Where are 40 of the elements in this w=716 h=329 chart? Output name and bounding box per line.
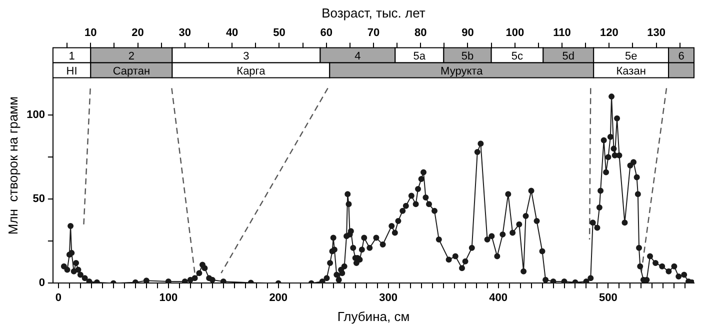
band-label: Сартан [112, 65, 150, 78]
band-label: 5b [461, 50, 474, 62]
x-tick-label: 0 [55, 292, 62, 304]
x2-tick-label: 50 [273, 27, 286, 40]
x-tick-label: 500 [599, 292, 618, 304]
band-label: Мурукта [440, 65, 484, 78]
x2-axis-title: Возраст, тыс. лет [322, 5, 426, 20]
x-axis-title: Глубина, см [337, 308, 410, 324]
x2-tick-label: 30 [178, 27, 192, 40]
y-axis-title: Млн створок на грамм [5, 96, 20, 235]
x2-tick-label: 100 [506, 27, 524, 40]
x2-tick-label: 130 [647, 27, 666, 40]
x2-tick-label: 110 [553, 27, 571, 40]
band-label: 5a [413, 50, 426, 62]
band-label: 5c [511, 50, 524, 62]
y-tick-label: 0 [38, 277, 45, 290]
x-tick-label: 400 [489, 292, 508, 304]
y-tick-label: 100 [26, 109, 45, 122]
band-label: 5e [624, 50, 638, 62]
band-label: Карга [236, 65, 266, 78]
x2-tick-label: 90 [462, 27, 474, 40]
x2-tick-label: 70 [367, 27, 380, 40]
x-tick-label: 100 [159, 292, 178, 304]
x2-tick-label: 20 [132, 27, 144, 40]
y-tick-label: 50 [32, 193, 45, 206]
x-tick-label: 300 [379, 292, 398, 304]
x2-tick-label: 80 [414, 27, 427, 40]
x2-tick-label: 10 [84, 27, 97, 40]
band-label: 1 [68, 50, 75, 62]
band-label: HI [66, 65, 78, 78]
band-label: 2 [128, 50, 134, 62]
x2-tick-label: 120 [600, 27, 618, 40]
x-tick-label: 200 [269, 292, 288, 304]
band-label: Казан [616, 65, 646, 78]
band-label: 6 [678, 50, 684, 62]
band-label: 5d [562, 50, 575, 62]
band-label: 3 [243, 50, 250, 62]
x2-tick-label: 60 [320, 27, 332, 40]
band-label: 4 [354, 50, 361, 62]
x2-tick-label: 40 [226, 27, 238, 40]
